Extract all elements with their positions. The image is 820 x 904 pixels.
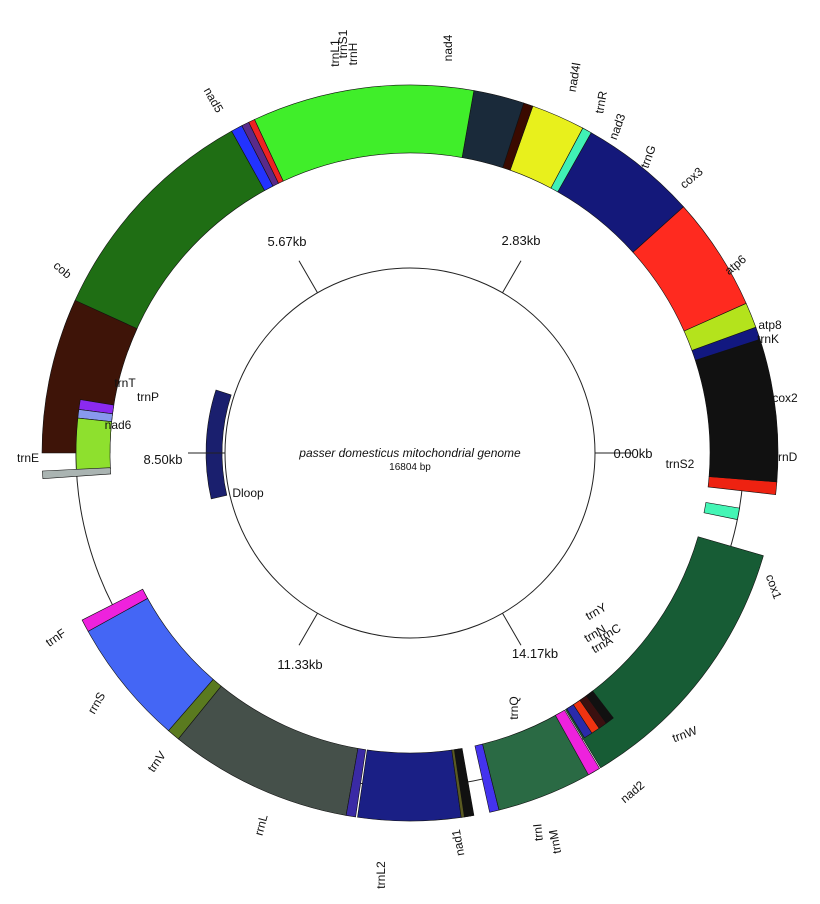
- gene-block-atp8: [683, 302, 757, 351]
- gene-label-dloop: Dloop: [232, 486, 264, 500]
- genome-title: passer domesticus mitochondrial genome: [298, 446, 521, 460]
- gene-label-trnt: trnT: [114, 376, 136, 390]
- gene-block-rrnl: [177, 685, 359, 816]
- scale-tick-label: 0.00kb: [613, 446, 652, 461]
- gene-block-nad3: [509, 105, 584, 189]
- gene-block-nad4: [254, 84, 475, 182]
- gene-block-trna: [566, 704, 593, 739]
- gene-block-dloop: [205, 389, 232, 500]
- gene-label-atp8: atp8: [758, 318, 782, 332]
- gene-label-nad4: nad4: [441, 34, 455, 61]
- gene-block-trng: [550, 127, 592, 193]
- scale-tick-mark: [502, 260, 522, 294]
- gene-block-nad1: [357, 749, 462, 822]
- gene-label-rrnl: rrnL: [252, 813, 271, 838]
- gene-label-trnf: trnF: [43, 626, 69, 650]
- genome-length: 16804 bp: [389, 462, 431, 473]
- gene-label-trnk: trnK: [757, 332, 779, 346]
- gene-label-trnq: trnQ: [507, 696, 521, 719]
- gene-label-trnw: trnW: [670, 723, 699, 745]
- gene-label-rrns: rrnS: [85, 690, 108, 717]
- scale-tick-mark: [298, 612, 318, 646]
- gene-block-trnq: [454, 748, 475, 818]
- gene-block-trns1: [241, 121, 279, 187]
- gene-label-trny: trnY: [583, 600, 609, 623]
- gene-label-nad5: nad5: [201, 85, 227, 115]
- gene-block-trnm: [474, 743, 500, 813]
- gene-label-cob: cob: [51, 258, 75, 281]
- gene-label-trnm: trnM: [546, 829, 564, 855]
- gene-block-trns2: [703, 502, 740, 520]
- gene-label-nad6: nad6: [105, 418, 132, 432]
- gene-label-trnl2: trnL2: [374, 861, 388, 889]
- gene-label-cox1: cox1: [763, 572, 785, 601]
- gene-block-trnl2: [345, 748, 366, 818]
- gene-block-trnw: [555, 709, 600, 776]
- gene-block-trny: [585, 690, 614, 724]
- scale-tick-label: 11.33kb: [277, 657, 322, 672]
- gene-label-trns2: trnS2: [666, 457, 695, 471]
- gene-label-trnh: trnH: [346, 43, 360, 66]
- gene-block-trnd: [707, 476, 778, 495]
- scale-tick-label: 2.83kb: [501, 233, 540, 248]
- gene-block-trnp: [77, 409, 113, 422]
- gene-label-trng: trnG: [638, 143, 659, 170]
- gene-block-atp6: [632, 206, 747, 332]
- gene-block-trnr: [502, 102, 534, 171]
- gene-label-cox2: cox2: [772, 391, 798, 405]
- gene-block-trne: [42, 467, 112, 479]
- gene-block-trnl1: [231, 125, 274, 192]
- scale-tick-label: 8.50kb: [143, 452, 182, 467]
- gene-block-cox1: [564, 536, 764, 769]
- gene-block-nad6: [75, 417, 112, 471]
- gene-block-trnk: [691, 326, 761, 361]
- gene-block-rrns: [87, 598, 214, 732]
- gene-block-trnf: [81, 588, 149, 632]
- gene-block-trnv: [168, 678, 222, 740]
- scale-tick-label: 5.67kb: [267, 234, 306, 249]
- gene-label-trns1: trnS1: [336, 29, 350, 58]
- gene-block-trnh: [248, 119, 284, 184]
- gene-label-trnp: trnP: [137, 390, 159, 404]
- gene-block-trnc: [579, 695, 607, 729]
- gene-label-nad3: nad3: [606, 111, 628, 141]
- gene-block-cox2: [694, 338, 779, 483]
- scale-tick-mark: [298, 260, 318, 294]
- gene-block-nad2: [482, 712, 595, 811]
- scale-tick-label: 14.17kb: [512, 646, 558, 661]
- gene-block-cox3: [557, 132, 684, 253]
- gene-block-nad5: [63, 130, 265, 351]
- gene-label-trne: trnE: [17, 451, 39, 465]
- gene-label-trnv: trnV: [145, 749, 169, 775]
- gene-label-trni: trnI: [530, 823, 545, 841]
- gene-label-nad1: nad1: [449, 828, 467, 857]
- gene-label-trnr: trnR: [592, 90, 610, 115]
- gene-block-trnn: [572, 699, 600, 734]
- gene-label-trnl1: trnL1: [328, 39, 342, 67]
- scale-tick-mark: [502, 612, 522, 646]
- scale-ticks: 0.00kb 2.83kb 5.67kb 8.50kb 11.33kb 14.17kb: [143, 233, 652, 672]
- gene-label-nad4l: nad4l: [565, 62, 584, 93]
- gene-label-trnd: trnD: [775, 450, 798, 464]
- gene-label-cox3: cox3: [677, 164, 706, 191]
- gene-block-nad4l: [461, 90, 525, 169]
- gene-label-nad2: nad2: [618, 778, 648, 806]
